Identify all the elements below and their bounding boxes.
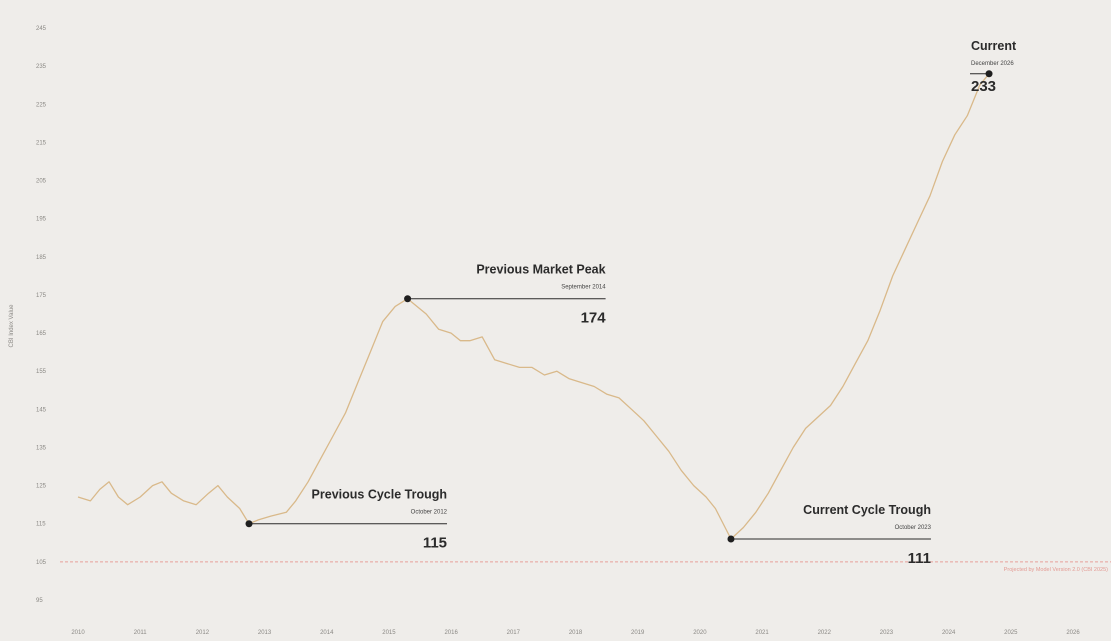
x-tick-label: 2024 <box>942 630 956 636</box>
y-tick-label: 175 <box>36 293 47 299</box>
x-tick-label: 2010 <box>71 630 85 636</box>
annotation-title: Previous Cycle Trough <box>312 488 447 502</box>
x-tick-label: 2020 <box>693 630 707 636</box>
reference-line-label: Projected by Model Version 2.0 (CBI 2025… <box>1004 567 1108 573</box>
x-tick-label: 2012 <box>196 630 210 636</box>
y-tick-label: 195 <box>36 217 47 223</box>
annotation-date: October 2012 <box>411 510 448 516</box>
y-tick-label: 205 <box>36 179 47 185</box>
annotation-title: Current Cycle Trough <box>803 503 931 517</box>
y-tick-label: 95 <box>36 598 43 604</box>
x-tick-label: 2017 <box>507 630 521 636</box>
x-tick-label: 2019 <box>631 630 645 636</box>
x-tick-label: 2016 <box>444 630 458 636</box>
annotation-date: September 2014 <box>561 285 606 291</box>
annotation-date: October 2023 <box>895 525 932 531</box>
annotation-title: Previous Market Peak <box>476 263 605 277</box>
x-tick-label: 2013 <box>258 630 272 636</box>
y-tick-label: 145 <box>36 407 47 413</box>
annotation-marker <box>404 295 412 303</box>
x-tick-label: 2022 <box>818 630 832 636</box>
x-tick-label: 2025 <box>1004 630 1018 636</box>
annotation-marker <box>985 70 993 78</box>
y-tick-label: 235 <box>36 64 47 70</box>
x-tick-label: 2018 <box>569 630 583 636</box>
y-tick-label: 245 <box>36 26 47 32</box>
y-tick-label: 115 <box>36 522 46 528</box>
x-tick-label: 2021 <box>755 630 769 636</box>
series-line <box>77 73 990 540</box>
x-tick-label: 2023 <box>880 630 894 636</box>
y-tick-label: 165 <box>36 331 47 337</box>
x-tick-label: 2026 <box>1066 630 1080 636</box>
y-tick-label: 125 <box>36 484 47 490</box>
annotation-value: 115 <box>423 535 447 552</box>
x-tick-label: 2015 <box>382 630 396 636</box>
annotation-marker <box>245 520 253 528</box>
y-tick-label: 215 <box>36 140 47 146</box>
x-tick-label: 2014 <box>320 630 334 636</box>
annotation-marker <box>727 535 735 543</box>
y-tick-label: 155 <box>36 369 47 375</box>
annotation-title: Current <box>971 39 1017 53</box>
y-tick-label: 105 <box>36 560 47 566</box>
y-axis-label: CBI Index Value <box>9 304 15 348</box>
annotation-value: 233 <box>971 78 996 95</box>
annotation-value: 174 <box>581 310 607 327</box>
y-tick-label: 185 <box>36 255 47 261</box>
y-tick-label: 225 <box>36 102 47 108</box>
annotation-value: 111 <box>908 550 931 567</box>
x-tick-label: 2011 <box>134 630 148 636</box>
y-tick-label: 135 <box>36 445 47 451</box>
annotation-date: December 2026 <box>971 61 1014 67</box>
